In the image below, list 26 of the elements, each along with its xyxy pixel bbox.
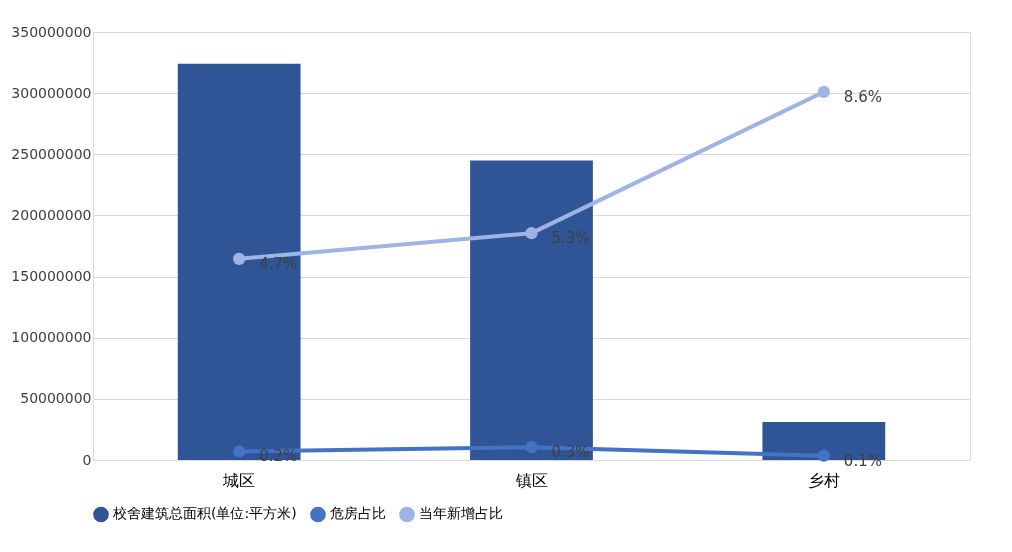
y-tick-label: 0: [82, 451, 92, 468]
y-tick-label: 300000000: [11, 84, 92, 101]
x-tick-label: 镇区: [514, 470, 548, 490]
legend-label: 危房占比: [330, 505, 386, 522]
legend-label: 当年新增占比: [419, 505, 503, 522]
point: [525, 441, 538, 454]
y-tick-label: 200000000: [11, 206, 92, 223]
data-label: 0.3%: [551, 443, 590, 462]
legend-label: 校舍建筑总面积(单位:平方米): [112, 505, 297, 522]
y-tick-label: 50000000: [20, 390, 92, 407]
y-tick-label: 350000000: [11, 23, 92, 40]
y-tick-label: 250000000: [11, 145, 92, 162]
y-tick-label: 150000000: [11, 268, 92, 285]
point: [233, 252, 246, 265]
data-label: 8.6%: [843, 87, 882, 106]
y-tick-label: 100000000: [11, 329, 92, 346]
point: [233, 445, 246, 458]
point: [817, 449, 830, 462]
bar: [470, 160, 593, 460]
data-label: 5.3%: [551, 229, 590, 248]
x-tick-label: 乡村: [807, 470, 840, 490]
point: [817, 85, 830, 99]
bar: [177, 63, 301, 460]
data-label: 4.7%: [259, 254, 298, 273]
x-tick-label: 城区: [222, 470, 256, 490]
point: [525, 227, 538, 240]
